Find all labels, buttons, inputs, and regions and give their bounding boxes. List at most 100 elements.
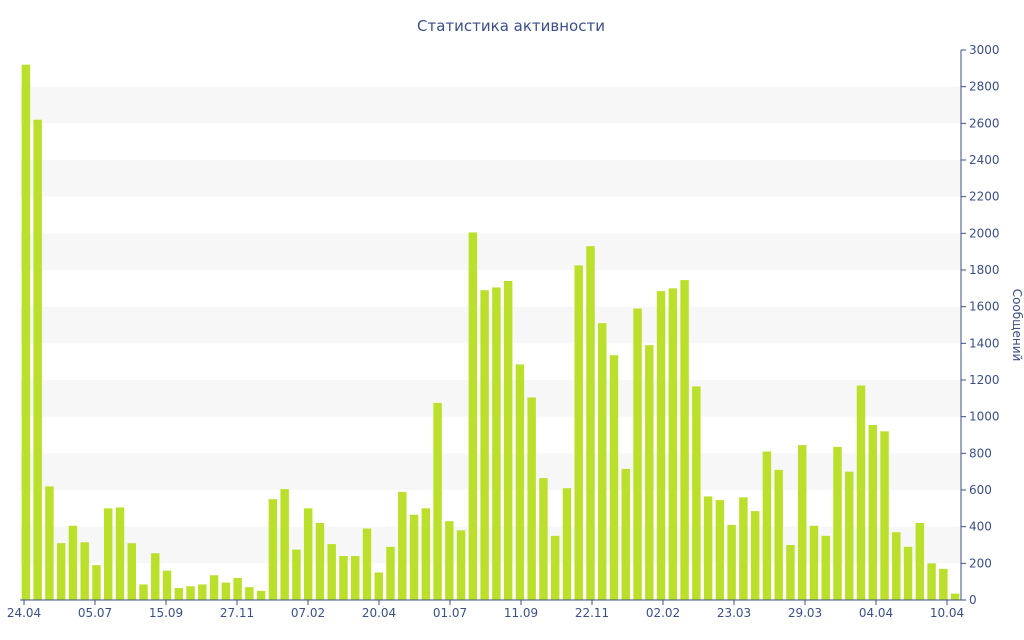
bar	[645, 345, 654, 600]
bar	[292, 549, 301, 600]
y-tick-label: 1200	[969, 373, 1000, 387]
y-tick-label: 400	[969, 520, 992, 534]
bar	[574, 265, 583, 600]
bar	[598, 323, 607, 600]
x-tick-label: 11.09	[504, 606, 538, 620]
chart-title: Статистика активности	[417, 17, 605, 35]
bar	[127, 543, 136, 600]
bar	[515, 364, 525, 600]
bar	[774, 469, 783, 600]
x-tick-label: 10.04	[930, 606, 964, 620]
bar	[103, 508, 113, 600]
y-tick-label: 1400	[969, 336, 1000, 350]
x-tick-label: 04.04	[859, 606, 893, 620]
x-ticks: 24.04 05.07 15.09 27.11 07.02 20.04 01.07 11.09…	[7, 600, 964, 620]
bar	[303, 508, 313, 600]
bar	[268, 499, 278, 600]
x-tick-label: 02.02	[646, 606, 680, 620]
bar	[727, 524, 736, 600]
bar	[833, 446, 842, 600]
grid-band	[20, 453, 961, 490]
bar	[315, 523, 325, 600]
y-ticks: 0 200 400 600 800 1000 1200 1400 1600 1800 2000 220…	[961, 43, 1000, 607]
bar	[692, 386, 701, 600]
bar	[33, 119, 42, 601]
bar	[668, 288, 678, 600]
y-tick-label: 800	[969, 446, 992, 460]
bar	[550, 535, 560, 600]
y-tick-label: 600	[969, 483, 992, 497]
y-tick-label: 1000	[969, 410, 1000, 424]
bar	[856, 385, 866, 600]
bar	[139, 584, 148, 600]
bar	[386, 546, 395, 600]
y-tick-label: 1600	[969, 300, 1000, 314]
bar	[256, 590, 266, 600]
grid-band	[20, 380, 961, 417]
bar	[421, 508, 431, 600]
bar	[374, 572, 383, 600]
bar	[409, 514, 419, 600]
bar	[433, 402, 442, 600]
bar	[233, 578, 242, 600]
y-tick-label: 2800	[969, 80, 1000, 94]
bar	[45, 486, 54, 600]
bar	[633, 308, 642, 600]
bar	[68, 525, 78, 600]
x-tick-label: 23.03	[717, 606, 751, 620]
grid-band	[20, 526, 961, 564]
bar	[21, 64, 31, 601]
bar	[339, 556, 348, 600]
bar	[880, 431, 889, 600]
bar	[892, 532, 901, 600]
bar	[786, 545, 795, 600]
bar	[821, 535, 830, 600]
bar	[715, 500, 725, 600]
bar	[809, 525, 819, 600]
bar	[527, 397, 536, 600]
bar	[762, 451, 772, 600]
y-axis-title: Сообщений	[1010, 289, 1024, 362]
bar	[92, 565, 101, 600]
grid-band	[20, 306, 961, 344]
bar	[398, 491, 407, 600]
x-tick-label: 05.07	[78, 606, 112, 620]
bar	[280, 489, 289, 600]
bar	[480, 290, 489, 600]
bar	[80, 542, 89, 600]
bar	[362, 528, 372, 600]
bar	[739, 497, 748, 600]
bar	[797, 445, 807, 600]
bar	[621, 468, 630, 600]
bar	[198, 584, 207, 600]
bar	[656, 291, 666, 600]
bar	[209, 575, 219, 600]
bar	[115, 507, 125, 600]
bar	[456, 530, 466, 600]
y-tick-label: 3000	[969, 43, 1000, 57]
x-tick-label: 15.09	[149, 606, 183, 620]
x-tick-label: 07.02	[291, 606, 325, 620]
x-tick-label: 20.04	[362, 606, 396, 620]
bar	[845, 471, 854, 600]
bars	[21, 64, 960, 601]
bar	[351, 556, 360, 600]
bar	[915, 523, 925, 600]
bar	[492, 287, 501, 600]
bar	[609, 355, 619, 600]
bar	[186, 586, 195, 600]
bar	[174, 588, 184, 600]
x-tick-label: 01.07	[433, 606, 467, 620]
bar	[468, 232, 478, 601]
grid-bands	[20, 86, 961, 564]
bar	[162, 570, 172, 600]
bar	[680, 280, 689, 600]
x-tick-label: 27.11	[220, 606, 254, 620]
x-tick-label: 24.04	[7, 606, 41, 620]
x-tick-label: 22.11	[575, 606, 609, 620]
y-tick-label: 2400	[969, 153, 1000, 167]
bar	[950, 593, 960, 600]
grid-band	[20, 86, 961, 124]
bar	[245, 587, 254, 600]
